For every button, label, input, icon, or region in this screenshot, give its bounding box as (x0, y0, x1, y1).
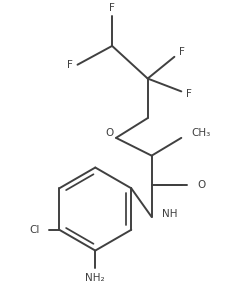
Text: NH: NH (161, 209, 177, 219)
Text: NH₂: NH₂ (85, 273, 105, 283)
Text: F: F (186, 89, 192, 99)
Text: O: O (197, 180, 205, 190)
Text: Cl: Cl (29, 225, 40, 235)
Text: CH₃: CH₃ (191, 128, 211, 138)
Text: F: F (109, 3, 115, 13)
Text: F: F (67, 60, 73, 70)
Text: F: F (179, 47, 185, 57)
Text: O: O (105, 128, 113, 138)
